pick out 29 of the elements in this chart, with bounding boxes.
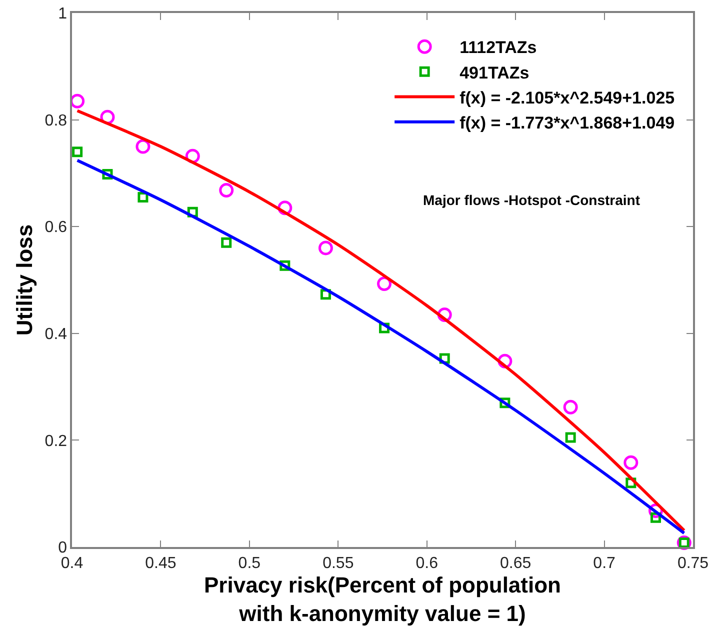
point <box>72 146 83 158</box>
x-tick-label: 0.55 <box>322 554 354 572</box>
y-tick-label: 0 <box>58 540 68 557</box>
x-tick-label: 0.6 <box>416 554 438 572</box>
x-tick-label: 0.5 <box>238 554 261 572</box>
legend-label: f(x) = -1.773*x^1.868+1.049 <box>460 114 675 132</box>
y-tick-label: 1 <box>58 6 68 23</box>
legend-label: f(x) = -2.105*x^2.549+1.025 <box>460 88 675 108</box>
legend-label: 491TAZs <box>460 63 530 82</box>
point <box>565 432 576 443</box>
y-tick-label: 0.2 <box>44 432 68 450</box>
x-tick-label: 0.65 <box>500 554 532 572</box>
point <box>136 139 150 154</box>
y-tick-label: 0.4 <box>44 326 68 343</box>
x-tick-label: 0.7 <box>593 554 616 572</box>
point <box>563 400 578 414</box>
x-tick-label: 0.75 <box>677 554 709 572</box>
point <box>318 240 333 256</box>
point <box>624 455 638 470</box>
legend-label: 1112TAZs <box>460 38 537 58</box>
x-tick-label: 0.45 <box>145 554 176 572</box>
y-tick-label: 0.8 <box>44 112 68 130</box>
point <box>70 94 85 108</box>
annotation: Major flows -Hotspot -Constraint <box>423 192 640 208</box>
y-axis-title: Utility loss <box>12 224 38 336</box>
point <box>219 183 234 198</box>
y-tick-label: 0.6 <box>44 219 68 236</box>
point <box>221 237 232 248</box>
x-axis-title: Privacy risk(Percent of population with k-anonymity value = 1) <box>204 572 561 626</box>
